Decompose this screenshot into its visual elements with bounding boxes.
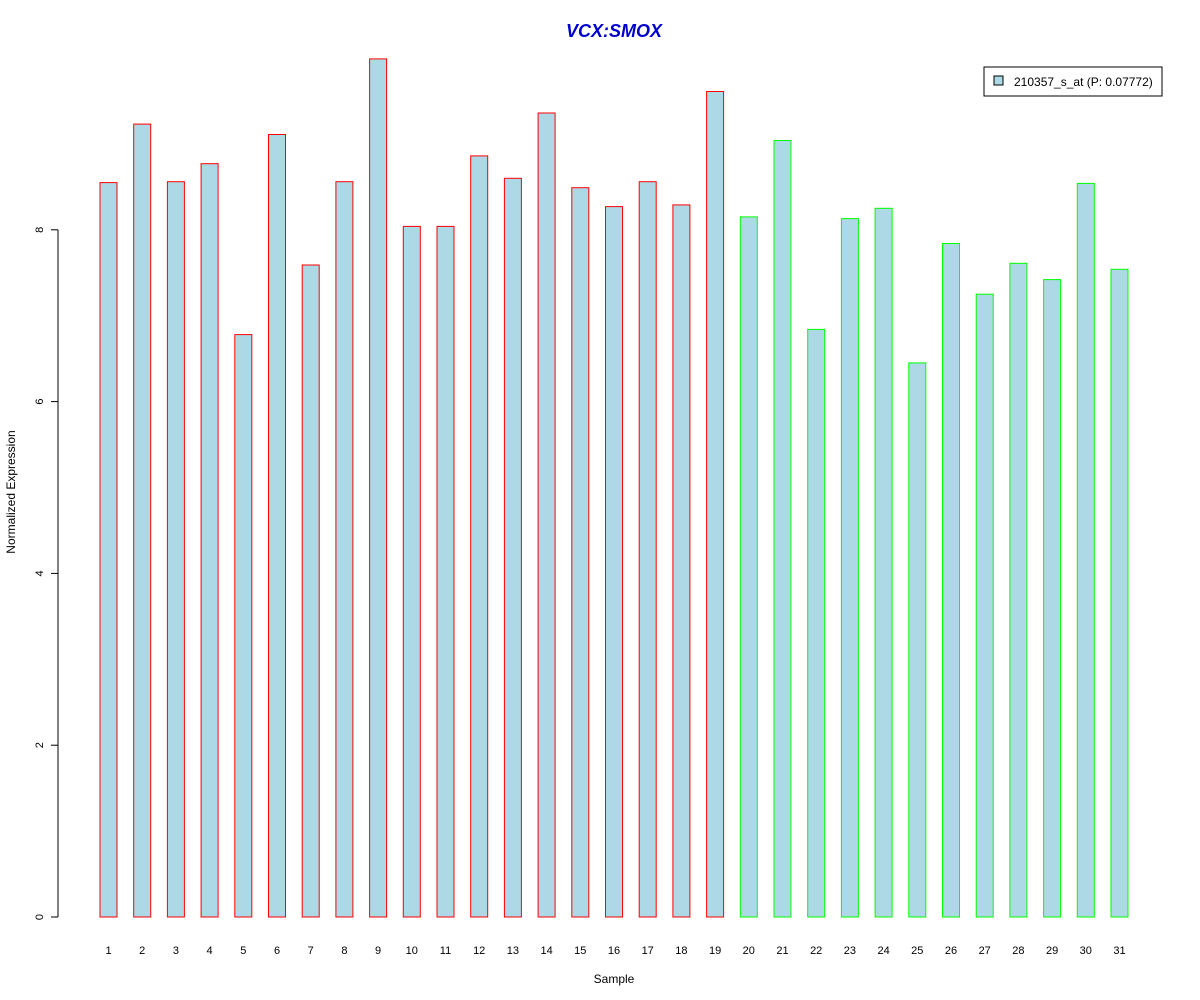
bar-sample-21: [773, 140, 792, 918]
bars-group: [99, 58, 1129, 918]
bar-sample-6: [268, 134, 286, 918]
bar-sample-4: [200, 163, 219, 918]
bar-sample-11: [436, 225, 455, 918]
x-tick-label: 28: [1012, 945, 1024, 957]
bar-sample-9: [369, 58, 388, 918]
x-tick-label: 14: [540, 945, 552, 957]
x-tick-label: 26: [945, 945, 957, 957]
chart-title: VCX:SMOX: [566, 21, 663, 41]
x-tick-label: 19: [709, 945, 721, 957]
x-tick-label: 10: [406, 945, 418, 957]
y-axis-title: Normalized Expression: [4, 430, 18, 553]
y-tick-label: 6: [34, 399, 46, 405]
bar-sample-27: [975, 293, 994, 918]
bar-sample-5: [234, 334, 253, 918]
x-tick-label: 9: [375, 945, 381, 957]
x-tick-label: 11: [440, 945, 451, 957]
x-tick-label: 17: [642, 945, 654, 957]
bar-sample-30: [1076, 182, 1095, 918]
bar-sample-15: [571, 187, 590, 918]
x-tick-label: 18: [675, 945, 687, 957]
x-tick-label: 4: [207, 945, 213, 957]
bar-sample-23: [840, 218, 859, 918]
x-tick-label: 7: [308, 945, 314, 957]
x-tick-label: 29: [1046, 945, 1058, 957]
x-tick-labels: 1 2 3 4 5 6 7 8 9 10 11 12 13 14 15 16 17 18 19 20 21 22 23 24 2…: [105, 945, 1125, 957]
x-tick-label: 6: [274, 945, 280, 957]
bar-sample-1: [99, 182, 118, 918]
bar-sample-13: [503, 177, 522, 918]
x-tick-label: 27: [979, 945, 991, 957]
bar-sample-29: [1043, 279, 1062, 918]
x-tick-label: 23: [844, 945, 856, 957]
x-tick-label: 2: [139, 945, 145, 957]
y-tick-label: 0: [34, 914, 46, 920]
legend-label: 210357_s_at (P: 0.07772): [1014, 75, 1153, 89]
x-tick-label: 13: [507, 945, 519, 957]
bar-sample-12: [470, 155, 489, 918]
bar-sample-31: [1110, 268, 1129, 918]
bar-sample-22: [807, 328, 826, 918]
bar-sample-28: [1009, 262, 1028, 918]
x-tick-label: 22: [810, 945, 822, 957]
x-tick-label: 21: [776, 945, 788, 957]
y-tick-label: 4: [34, 570, 46, 576]
x-tick-label: 30: [1080, 945, 1092, 957]
bar-sample-25: [908, 362, 927, 918]
bar-sample-16: [605, 206, 623, 918]
bar-sample-20: [739, 216, 758, 918]
bar-sample-2: [133, 123, 152, 918]
x-tick-label: 5: [240, 945, 246, 957]
x-axis-title: Sample: [594, 972, 635, 986]
x-tick-label: 12: [473, 945, 485, 957]
x-tick-label: 15: [574, 945, 586, 957]
bar-sample-17: [638, 181, 657, 918]
bar-sample-18: [672, 204, 691, 918]
x-tick-label: 16: [608, 945, 620, 957]
bar-sample-19: [706, 91, 725, 918]
x-tick-label: 1: [105, 945, 111, 957]
x-tick-label: 3: [173, 945, 179, 957]
y-tick-label: 2: [34, 742, 46, 748]
legend-box: [983, 66, 1163, 97]
bar-sample-24: [874, 207, 893, 918]
x-tick-label: 25: [911, 945, 923, 957]
x-tick-label: 20: [743, 945, 755, 957]
bar-sample-14: [537, 112, 556, 918]
x-tick-label: 31: [1113, 945, 1125, 957]
bar-sample-7: [301, 264, 320, 918]
bar-sample-10: [402, 225, 421, 918]
legend-swatch: [993, 75, 1004, 86]
y-axis: 0 2 4 6 8: [34, 227, 59, 920]
x-tick-label: 24: [877, 945, 889, 957]
bar-sample-26: [942, 243, 960, 918]
bar-sample-3: [166, 181, 185, 918]
y-tick-label: 8: [34, 227, 46, 233]
bar-sample-8: [335, 181, 354, 918]
legend: 210357_s_at (P: 0.07772): [983, 66, 1163, 97]
x-tick-label: 8: [341, 945, 347, 957]
